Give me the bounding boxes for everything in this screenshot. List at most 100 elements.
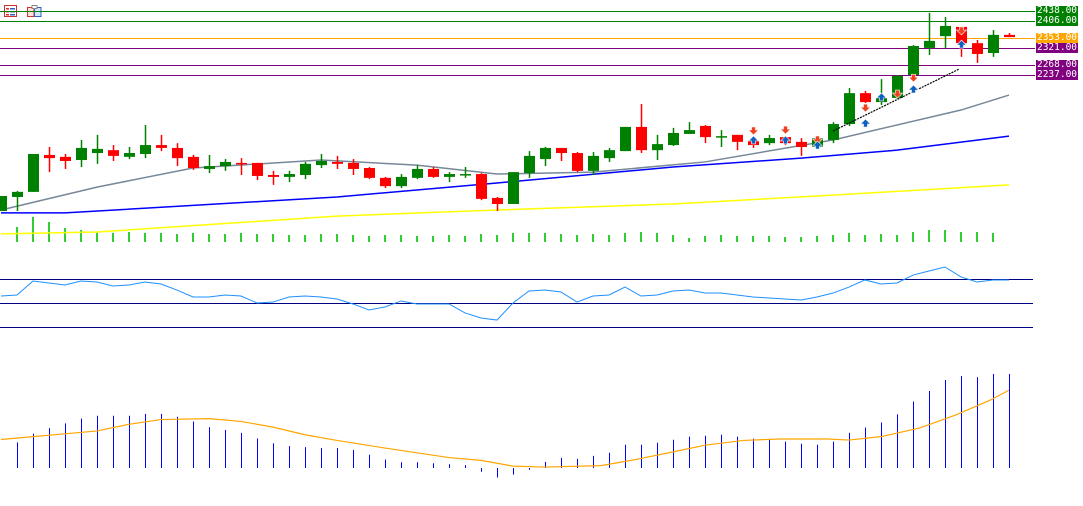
- volume-bar: [32, 217, 34, 242]
- volume-bar: [640, 232, 642, 242]
- volume-bar: [304, 235, 306, 242]
- volume-bar: [752, 236, 754, 242]
- volume-bar: [192, 233, 194, 242]
- volume-bar: [992, 233, 994, 242]
- buy-arrow-icon: [955, 39, 968, 49]
- volume-bar: [496, 235, 498, 242]
- bullish-candle: [620, 126, 631, 152]
- volume-bar: [16, 227, 18, 242]
- bullish-candle: [908, 46, 919, 75]
- price-label: 2353.00: [1036, 32, 1078, 43]
- volume-bar: [480, 234, 482, 242]
- bullish-candle: [460, 174, 471, 176]
- volume-bar: [608, 235, 610, 242]
- volume-bar: [400, 235, 402, 242]
- bullish-candle: [28, 153, 39, 192]
- price-label: 2438.00: [1036, 5, 1078, 16]
- bullish-candle: [0, 196, 7, 211]
- buy-arrow-icon: [779, 135, 792, 145]
- volume-bar: [960, 232, 962, 242]
- volume-bar: [512, 233, 514, 242]
- volume-bar: [368, 236, 370, 242]
- bullish-candle: [316, 160, 327, 166]
- volume-bar: [384, 235, 386, 242]
- bearish-candle: [636, 126, 647, 151]
- bearish-candle: [172, 147, 183, 159]
- bullish-candle: [76, 147, 87, 161]
- bullish-candle: [284, 174, 295, 177]
- volume-bar: [128, 232, 130, 242]
- bullish-candle: [396, 176, 407, 187]
- volume-bar: [928, 230, 930, 242]
- sell-arrow-icon: [955, 26, 968, 36]
- buy-arrow-icon: [811, 140, 824, 150]
- volume-bar: [912, 232, 914, 242]
- buy-arrow-icon: [907, 84, 920, 94]
- price-label: 2406.00: [1036, 15, 1078, 26]
- volume-bar: [976, 232, 978, 242]
- bullish-candle: [124, 153, 135, 157]
- volume-bar: [272, 234, 274, 242]
- bearish-candle: [796, 141, 807, 147]
- sell-arrow-icon: [811, 135, 824, 145]
- bullish-candle: [988, 34, 999, 54]
- bearish-candle: [236, 162, 247, 165]
- volume-bar: [560, 234, 562, 242]
- bullish-candle: [140, 145, 151, 154]
- volume-bar: [528, 233, 530, 242]
- bullish-candle: [764, 138, 775, 144]
- bearish-candle: [972, 43, 983, 54]
- bearish-candle: [860, 93, 871, 103]
- bearish-candle: [700, 125, 711, 138]
- moving-average-line: [1, 135, 1010, 214]
- volume-bar: [800, 237, 802, 242]
- bearish-candle: [60, 156, 71, 161]
- volume-bar: [848, 233, 850, 242]
- sell-arrow-icon: [907, 73, 920, 83]
- bullish-candle: [204, 166, 215, 169]
- volume-bar: [448, 235, 450, 242]
- volume-bar: [816, 236, 818, 242]
- bearish-candle: [268, 175, 279, 177]
- bullish-candle: [540, 147, 551, 160]
- bearish-candle: [156, 145, 167, 148]
- price-label: 2321.00: [1036, 42, 1078, 53]
- oscillator-line: [0, 266, 1009, 321]
- bullish-candle: [940, 25, 951, 37]
- volume-bar: [416, 236, 418, 242]
- volume-bar: [592, 234, 594, 242]
- volume-bar: [672, 235, 674, 242]
- bullish-candle: [684, 130, 695, 134]
- bullish-candle: [412, 168, 423, 178]
- volume-bar: [768, 236, 770, 242]
- bullish-candle: [220, 161, 231, 167]
- volume-bar: [896, 235, 898, 242]
- bullish-candle: [716, 136, 727, 138]
- volume-bar: [96, 233, 98, 242]
- bearish-candle: [380, 177, 391, 187]
- bearish-candle: [572, 153, 583, 171]
- volume-bar: [576, 235, 578, 242]
- bullish-candle: [924, 40, 935, 48]
- sell-arrow-icon: [779, 125, 792, 135]
- bullish-candle: [604, 150, 615, 159]
- volume-bar: [176, 234, 178, 242]
- volume-bar: [160, 233, 162, 242]
- sell-arrow-icon: [859, 103, 872, 113]
- volume-bar: [736, 236, 738, 242]
- volume-bar: [144, 233, 146, 242]
- volume-bar: [112, 233, 114, 242]
- volume-bar: [320, 234, 322, 242]
- bullish-candle: [668, 132, 679, 146]
- bearish-candle: [1004, 34, 1015, 38]
- bearish-candle: [348, 162, 359, 169]
- bearish-candle: [476, 174, 487, 199]
- bullish-candle: [508, 172, 519, 204]
- sell-arrow-icon: [891, 89, 904, 99]
- bearish-candle: [732, 134, 743, 142]
- trend-line: [832, 68, 960, 132]
- signal-line: [0, 389, 1010, 468]
- moving-average-line: [0, 94, 1010, 211]
- volume-bar: [784, 237, 786, 242]
- volume-bar: [624, 233, 626, 242]
